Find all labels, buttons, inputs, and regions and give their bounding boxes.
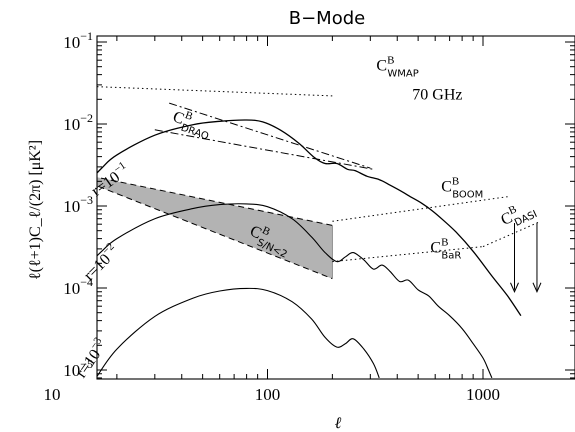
y-tick-label-1e-5: 10−5 [63, 357, 93, 380]
y-tick-label-exp: −2 [80, 111, 93, 125]
y-tick-label-base: 10 [63, 197, 80, 216]
annotation-3-sub: BOOM [452, 190, 483, 201]
y-tick-label-1e-3: 10−3 [63, 193, 93, 216]
upper-limit-arrow-0-head [510, 282, 519, 293]
annotation-0-sup: B [387, 54, 394, 66]
series-r-1e-1 [97, 119, 522, 317]
annotation-1-freq: 70 GHz [412, 86, 462, 103]
annotation-7-sup: −1 [112, 159, 128, 176]
series-r-1e-2 [97, 203, 493, 379]
annotation-5-bar: CB BaR [430, 237, 461, 262]
annotation-6-sup: B [260, 224, 272, 238]
y-tick-label-base: 10 [63, 361, 80, 380]
y-tick-label-base: 10 [63, 279, 80, 298]
y-tick-label-1e-4: 10−4 [63, 275, 93, 298]
plot-content [97, 86, 542, 379]
y-tick-label-1e-2: 10−2 [63, 111, 93, 134]
residual-band-lower-edge [97, 185, 333, 280]
upper-limit-arrow-1-head [532, 282, 542, 293]
x-tick-label-100: 100 [255, 385, 281, 404]
annotation-4-sup: B [507, 203, 519, 217]
chart-title: B−Mode [289, 8, 365, 29]
x-axis-label: ℓ [335, 415, 342, 432]
annotation-4-dasi: CBDASI [497, 196, 539, 233]
annotation-3-main: C [441, 179, 452, 196]
annotation-0-sub: WMAP [387, 68, 418, 79]
y-tick-label-exp: −5 [80, 357, 93, 371]
annotation-2-sup: B [183, 109, 194, 123]
annotation-2-drao: CBDRAO [169, 106, 215, 143]
annotation-3-sup: B [452, 176, 459, 188]
annotation-1-main: 70 GHz [412, 86, 462, 103]
y-axis-label: ℓ(ℓ+1)C_ℓ/(2π) [μK²] [27, 140, 44, 280]
y-tick-label-exp: −1 [80, 29, 93, 43]
x-tick-label-1000: 1000 [466, 385, 500, 404]
annotation-0-main: C [376, 57, 387, 74]
y-tick-label-1e-1: 10−1 [63, 29, 93, 52]
y-tick-label-base: 10 [63, 115, 80, 134]
annotation-5-sup: B [441, 237, 448, 249]
residual-band-upper-edge [97, 176, 333, 226]
annotation-5-sub: BaR [441, 251, 461, 262]
residual-band [97, 177, 333, 279]
sensitivity-line-dasi-5 [482, 222, 539, 248]
sensitivity-line-drao-1 [169, 102, 371, 169]
annotation-5-main: C [430, 240, 441, 257]
series-r-1e-3 [97, 287, 380, 379]
sensitivity-line-wmap-0 [97, 86, 333, 97]
sensitivity-line-unlabeled-2 [154, 129, 374, 170]
annotation-0-wmap: CB WMAP [376, 54, 418, 79]
x-tick-label-10: 10 [44, 385, 61, 404]
y-tick-label-exp: −3 [80, 193, 93, 207]
sensitivity-line-bar-4 [332, 246, 484, 263]
plot-frame [96, 35, 575, 380]
y-tick-label-base: 10 [63, 33, 80, 52]
y-tick-label-exp: −4 [80, 275, 93, 289]
annotation-3-boom: CB BOOM [441, 176, 483, 201]
annotation-2-sub: DRAO [179, 122, 210, 142]
